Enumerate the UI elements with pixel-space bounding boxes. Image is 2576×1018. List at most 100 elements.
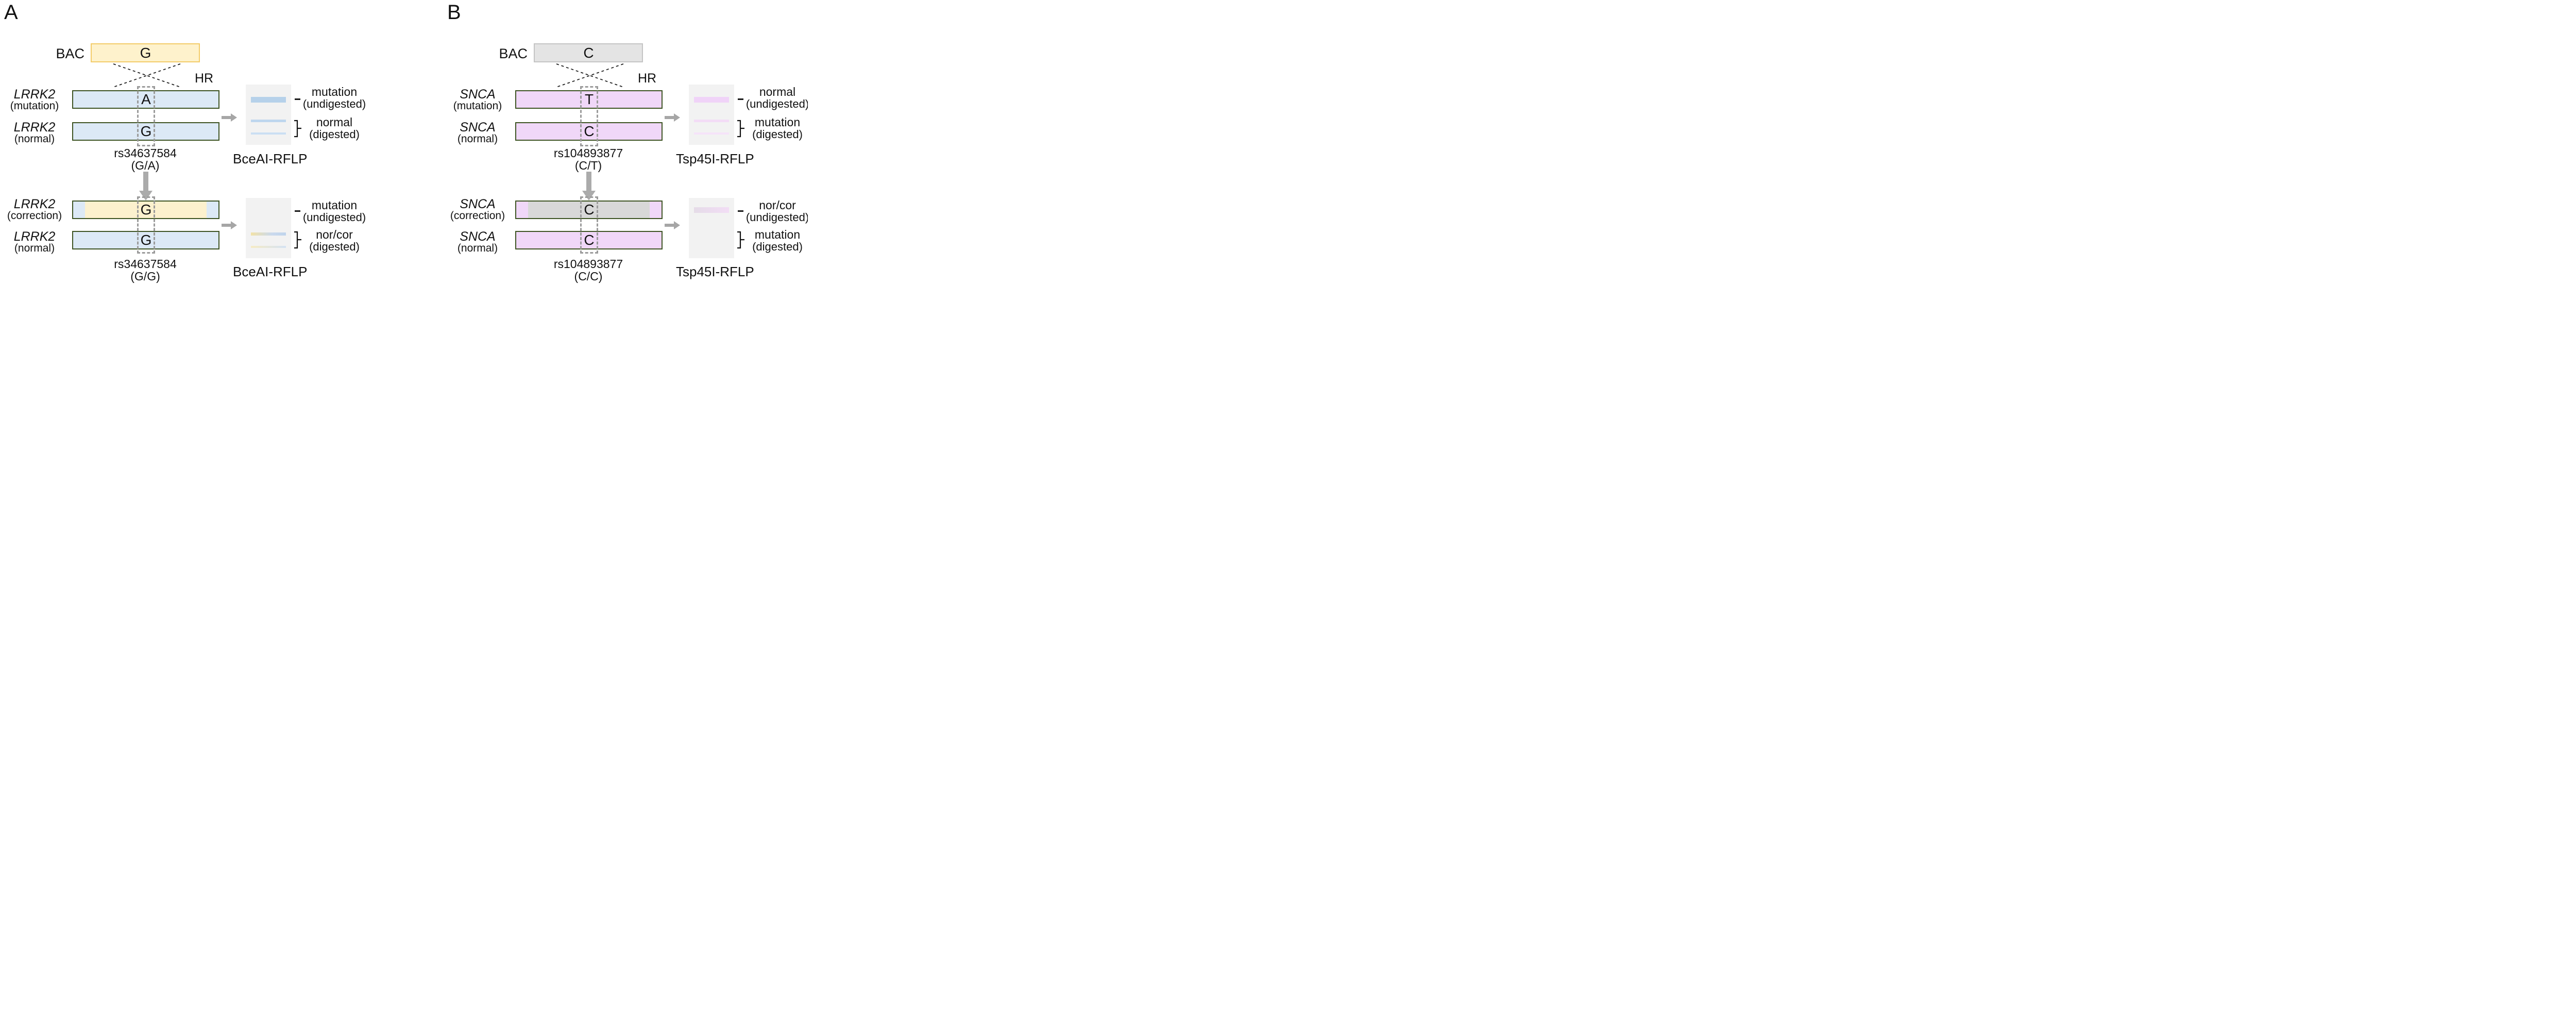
gel-band-digested-2 — [694, 132, 729, 135]
crossover-x-icon — [113, 63, 181, 88]
gene-name: LRRK2 — [13, 197, 56, 211]
rflp-caption-top: BceAI-RFLP — [233, 151, 308, 166]
digested-bracket-icon — [294, 120, 301, 138]
gene-name: SNCA — [460, 229, 496, 244]
gel-top-undigested-label: mutation (undigested) — [301, 86, 368, 110]
gene-name: LRRK2 — [13, 120, 56, 135]
gel-bottom-digested-label: nor/cor (digested) — [301, 228, 368, 253]
row-label-mutation: SNCA (mutation) — [443, 88, 512, 112]
gene-name: LRRK2 — [13, 87, 56, 102]
gene-allele: C — [584, 232, 594, 248]
band-qualifier: (undigested) — [302, 97, 366, 110]
snp-highlight-box — [137, 86, 155, 146]
gene-allele: C — [584, 202, 594, 218]
gel-top-digested-label: normal (digested) — [301, 116, 368, 141]
gel-bottom — [689, 198, 734, 258]
rflp-caption-top: Tsp45I-RFLP — [676, 151, 754, 166]
gel-bottom-undigested-label: mutation (undigested) — [301, 199, 368, 224]
band-qualifier: (digested) — [752, 240, 803, 253]
band-qualifier: (digested) — [309, 128, 360, 141]
gene-state: (correction) — [7, 210, 62, 222]
gene-box-mutation: A — [72, 90, 219, 109]
gene-state: (mutation) — [10, 100, 59, 112]
arrow-right-icon — [222, 113, 237, 122]
gene-state: (mutation) — [453, 100, 502, 112]
gene-name: SNCA — [460, 197, 496, 211]
bac-label: BAC — [499, 46, 528, 61]
snp-highlight-box — [580, 86, 598, 146]
bac-allele: C — [583, 44, 594, 61]
gene-state: (normal) — [457, 242, 498, 254]
snp-genotype: (G/G) — [130, 270, 160, 283]
gel-top-undigested-label: normal (undigested) — [744, 86, 808, 110]
gene-allele: T — [584, 91, 594, 107]
band-qualifier: (undigested) — [745, 211, 808, 224]
snp-id: rs34637584 — [114, 146, 177, 160]
band-qualifier: (undigested) — [745, 97, 808, 110]
gene-state: (correction) — [450, 210, 505, 222]
gel-band-digested-1 — [251, 232, 286, 236]
arrow-right-icon — [222, 221, 237, 229]
gel-band-digested-1 — [251, 120, 286, 122]
bac-construct-box: G — [91, 43, 200, 62]
bac-insert-segment — [84, 202, 207, 218]
arrow-down-icon — [582, 172, 596, 201]
band-label: nor/cor — [759, 198, 796, 212]
band-label: normal — [759, 85, 796, 98]
row-label-normal-bottom: LRRK2 (normal) — [0, 229, 69, 254]
band-label: normal — [316, 115, 353, 129]
bac-construct-box: C — [534, 43, 643, 62]
gel-band-digested-2 — [251, 132, 286, 135]
hr-label: HR — [195, 71, 214, 86]
gene-allele: G — [140, 232, 152, 248]
gel-top-digested-label: mutation (digested) — [744, 116, 808, 141]
rflp-caption-bottom: Tsp45I-RFLP — [676, 264, 754, 279]
snp-id: rs104893877 — [553, 146, 623, 160]
gel-bottom-digested-label: mutation (digested) — [744, 228, 808, 253]
figure-canvas: A BAC G HR LRRK2 (mutation) A LRRK2 (nor… — [0, 0, 808, 283]
snp-caption-top: rs34637584 (G/A) — [91, 147, 200, 172]
gel-band-digested-1 — [694, 120, 729, 122]
undigested-tick-icon — [295, 210, 300, 212]
arrow-right-icon — [665, 113, 680, 122]
snp-genotype: (C/T) — [574, 159, 602, 172]
row-label-normal-bottom: SNCA (normal) — [443, 229, 512, 254]
band-qualifier: (digested) — [309, 240, 360, 253]
gene-box-correction: C — [515, 201, 663, 219]
gel-band-undigested — [251, 97, 286, 103]
row-label-correction: LRRK2 (correction) — [0, 198, 69, 222]
undigested-tick-icon — [738, 98, 743, 100]
gene-allele: C — [584, 123, 594, 139]
bac-allele: G — [140, 44, 151, 61]
row-label-normal-top: SNCA (normal) — [443, 121, 512, 145]
gel-band-undigested — [694, 207, 729, 213]
gel-band-undigested — [694, 97, 729, 103]
gel-band-digested-2 — [251, 246, 286, 248]
band-label: mutation — [754, 228, 801, 241]
gene-allele: A — [141, 91, 151, 107]
snp-caption-bottom: rs34637584 (G/G) — [91, 258, 200, 282]
digested-bracket-icon — [737, 120, 744, 138]
row-label-mutation: LRRK2 (mutation) — [0, 87, 69, 112]
snp-highlight-box — [580, 196, 598, 254]
panel-b-label: B — [447, 1, 461, 24]
band-label: mutation — [754, 115, 801, 129]
snp-id: rs34637584 — [114, 257, 177, 271]
gene-state: (normal) — [14, 133, 55, 145]
panel-a: A BAC G HR LRRK2 (mutation) A LRRK2 (nor… — [0, 0, 368, 283]
row-label-correction: SNCA (correction) — [443, 198, 512, 222]
gel-top — [246, 85, 291, 145]
hr-label: HR — [638, 71, 657, 86]
gene-name: LRRK2 — [13, 229, 56, 244]
crossover-x-icon — [556, 63, 624, 88]
band-label: mutation — [311, 85, 358, 98]
snp-genotype: (C/C) — [574, 270, 603, 283]
gene-state: (normal) — [14, 242, 55, 254]
gene-box-normal-top: C — [515, 122, 663, 141]
undigested-tick-icon — [738, 210, 743, 212]
undigested-tick-icon — [295, 98, 300, 100]
gel-bottom — [246, 198, 291, 258]
digested-bracket-icon — [294, 231, 301, 249]
gel-top — [689, 85, 734, 145]
snp-highlight-box — [137, 196, 155, 254]
